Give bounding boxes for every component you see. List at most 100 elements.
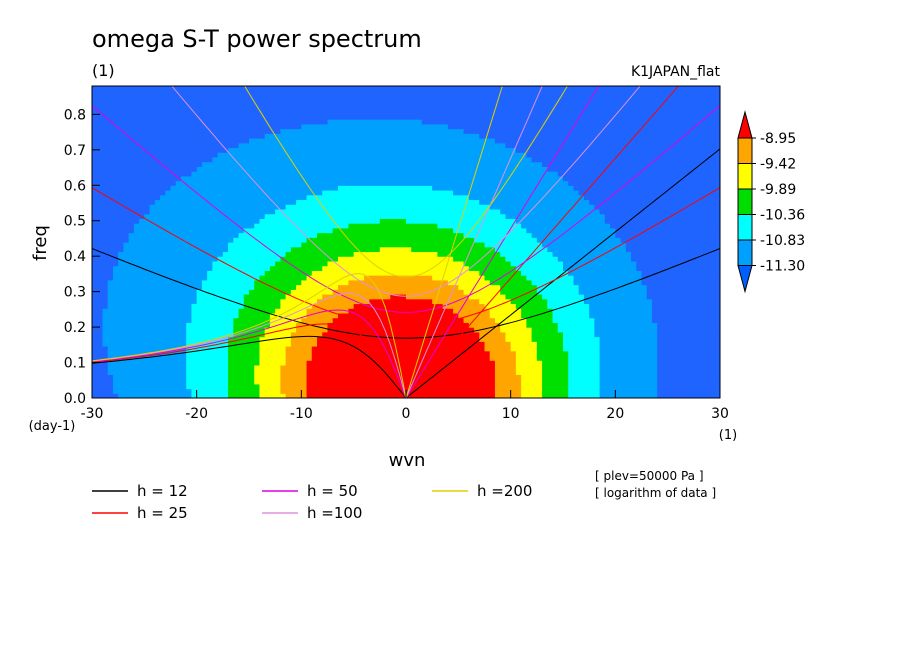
heatmap-cell xyxy=(301,374,308,380)
heatmap-cell xyxy=(112,364,119,371)
heatmap-cell xyxy=(238,95,245,101)
heatmap-cell xyxy=(395,275,402,281)
heatmap-cell xyxy=(411,331,418,338)
heatmap-cell xyxy=(421,114,428,120)
heatmap-cell xyxy=(275,369,281,375)
heatmap-cell xyxy=(243,90,250,97)
chart-title: omega S-T power spectrum xyxy=(92,25,422,53)
heatmap-cell xyxy=(118,364,124,371)
heatmap-cell xyxy=(186,260,193,267)
heatmap-cell xyxy=(385,123,391,130)
heatmap-cell xyxy=(447,190,454,196)
heatmap-field xyxy=(92,86,720,398)
heatmap-cell xyxy=(337,232,344,238)
heatmap-cell xyxy=(201,303,208,309)
heatmap-cell xyxy=(285,95,292,101)
heatmap-cell xyxy=(374,119,381,125)
heatmap-cell xyxy=(484,242,491,248)
heatmap-cell xyxy=(102,374,109,380)
heatmap-cell xyxy=(416,208,423,215)
heatmap-cell xyxy=(254,223,261,229)
heatmap-cell xyxy=(458,223,465,229)
heatmap-cell xyxy=(222,95,229,101)
heatmap-cell xyxy=(222,190,229,196)
heatmap-cell xyxy=(133,119,140,125)
heatmap-cell xyxy=(332,388,339,394)
heatmap-cell xyxy=(269,194,276,201)
heatmap-cell xyxy=(353,379,360,385)
heatmap-cell xyxy=(301,346,308,352)
heatmap-cell xyxy=(249,289,255,295)
heatmap-cell xyxy=(327,90,334,97)
heatmap-cell xyxy=(118,128,124,134)
heatmap-cell xyxy=(327,119,334,125)
heatmap-cell xyxy=(160,364,166,371)
heatmap-cell xyxy=(447,374,454,380)
heatmap-cell xyxy=(369,270,376,276)
heatmap-cell xyxy=(228,147,234,153)
heatmap-cell xyxy=(332,171,339,177)
heatmap-cell xyxy=(327,185,334,191)
heatmap-cell xyxy=(411,185,418,191)
heatmap-cell xyxy=(133,166,140,172)
heatmap-cell xyxy=(254,265,261,271)
heatmap-cell xyxy=(332,213,339,219)
heatmap-cell xyxy=(133,138,140,144)
heatmap-cell xyxy=(118,374,124,380)
heatmap-cell xyxy=(118,331,124,338)
heatmap-cell xyxy=(296,237,302,243)
heatmap-cell xyxy=(301,161,308,167)
heatmap-cell xyxy=(468,232,475,238)
heatmap-cell xyxy=(416,275,423,281)
heatmap-cell xyxy=(165,227,172,234)
heatmap-cell xyxy=(432,161,438,167)
heatmap-cell xyxy=(385,227,391,234)
heatmap-cell xyxy=(285,275,292,281)
heatmap-cell xyxy=(160,312,166,319)
heatmap-cell xyxy=(118,322,124,328)
heatmap-cell xyxy=(128,185,135,191)
heatmap-cell xyxy=(296,383,302,390)
heatmap-cell xyxy=(369,237,376,243)
heatmap-cell xyxy=(290,369,297,375)
heatmap-cell xyxy=(290,308,297,314)
heatmap-cell xyxy=(269,109,276,115)
heatmap-cell xyxy=(416,341,423,347)
heatmap-cell xyxy=(196,128,203,134)
heatmap-cell xyxy=(317,185,323,191)
heatmap-cell xyxy=(364,171,370,177)
heatmap-cell xyxy=(217,204,224,210)
heatmap-cell xyxy=(421,327,428,333)
heatmap-cell xyxy=(453,350,459,357)
heatmap-cell xyxy=(123,123,130,130)
heatmap-cell xyxy=(243,327,250,333)
heatmap-cell xyxy=(212,246,219,253)
heatmap-cell xyxy=(243,260,250,267)
heatmap-cell xyxy=(374,336,381,342)
heatmap-cell xyxy=(170,336,177,342)
heatmap-cell xyxy=(175,322,182,328)
heatmap-cell xyxy=(385,185,391,191)
heatmap-cell xyxy=(97,185,104,191)
heatmap-cell xyxy=(348,256,355,262)
heatmap-cell xyxy=(432,204,438,210)
heatmap-cell xyxy=(154,388,161,394)
heatmap-cell xyxy=(311,90,318,97)
heatmap-cell xyxy=(332,341,339,347)
heatmap-cell xyxy=(201,232,208,238)
heatmap-cell xyxy=(201,185,208,191)
heatmap-cell xyxy=(343,379,350,385)
heatmap-cell xyxy=(406,379,412,385)
heatmap-cell xyxy=(348,156,355,163)
heatmap-cell xyxy=(317,350,323,357)
heatmap-cell xyxy=(107,133,114,139)
heatmap-cell xyxy=(118,185,124,191)
heatmap-cell xyxy=(238,175,245,182)
heatmap-cell xyxy=(358,246,365,253)
heatmap-cell xyxy=(374,171,381,177)
heatmap-cell xyxy=(102,369,109,375)
heatmap-cell xyxy=(285,86,292,92)
heatmap-cell xyxy=(92,331,98,338)
heatmap-cell xyxy=(463,242,470,248)
heatmap-cell xyxy=(322,388,329,394)
